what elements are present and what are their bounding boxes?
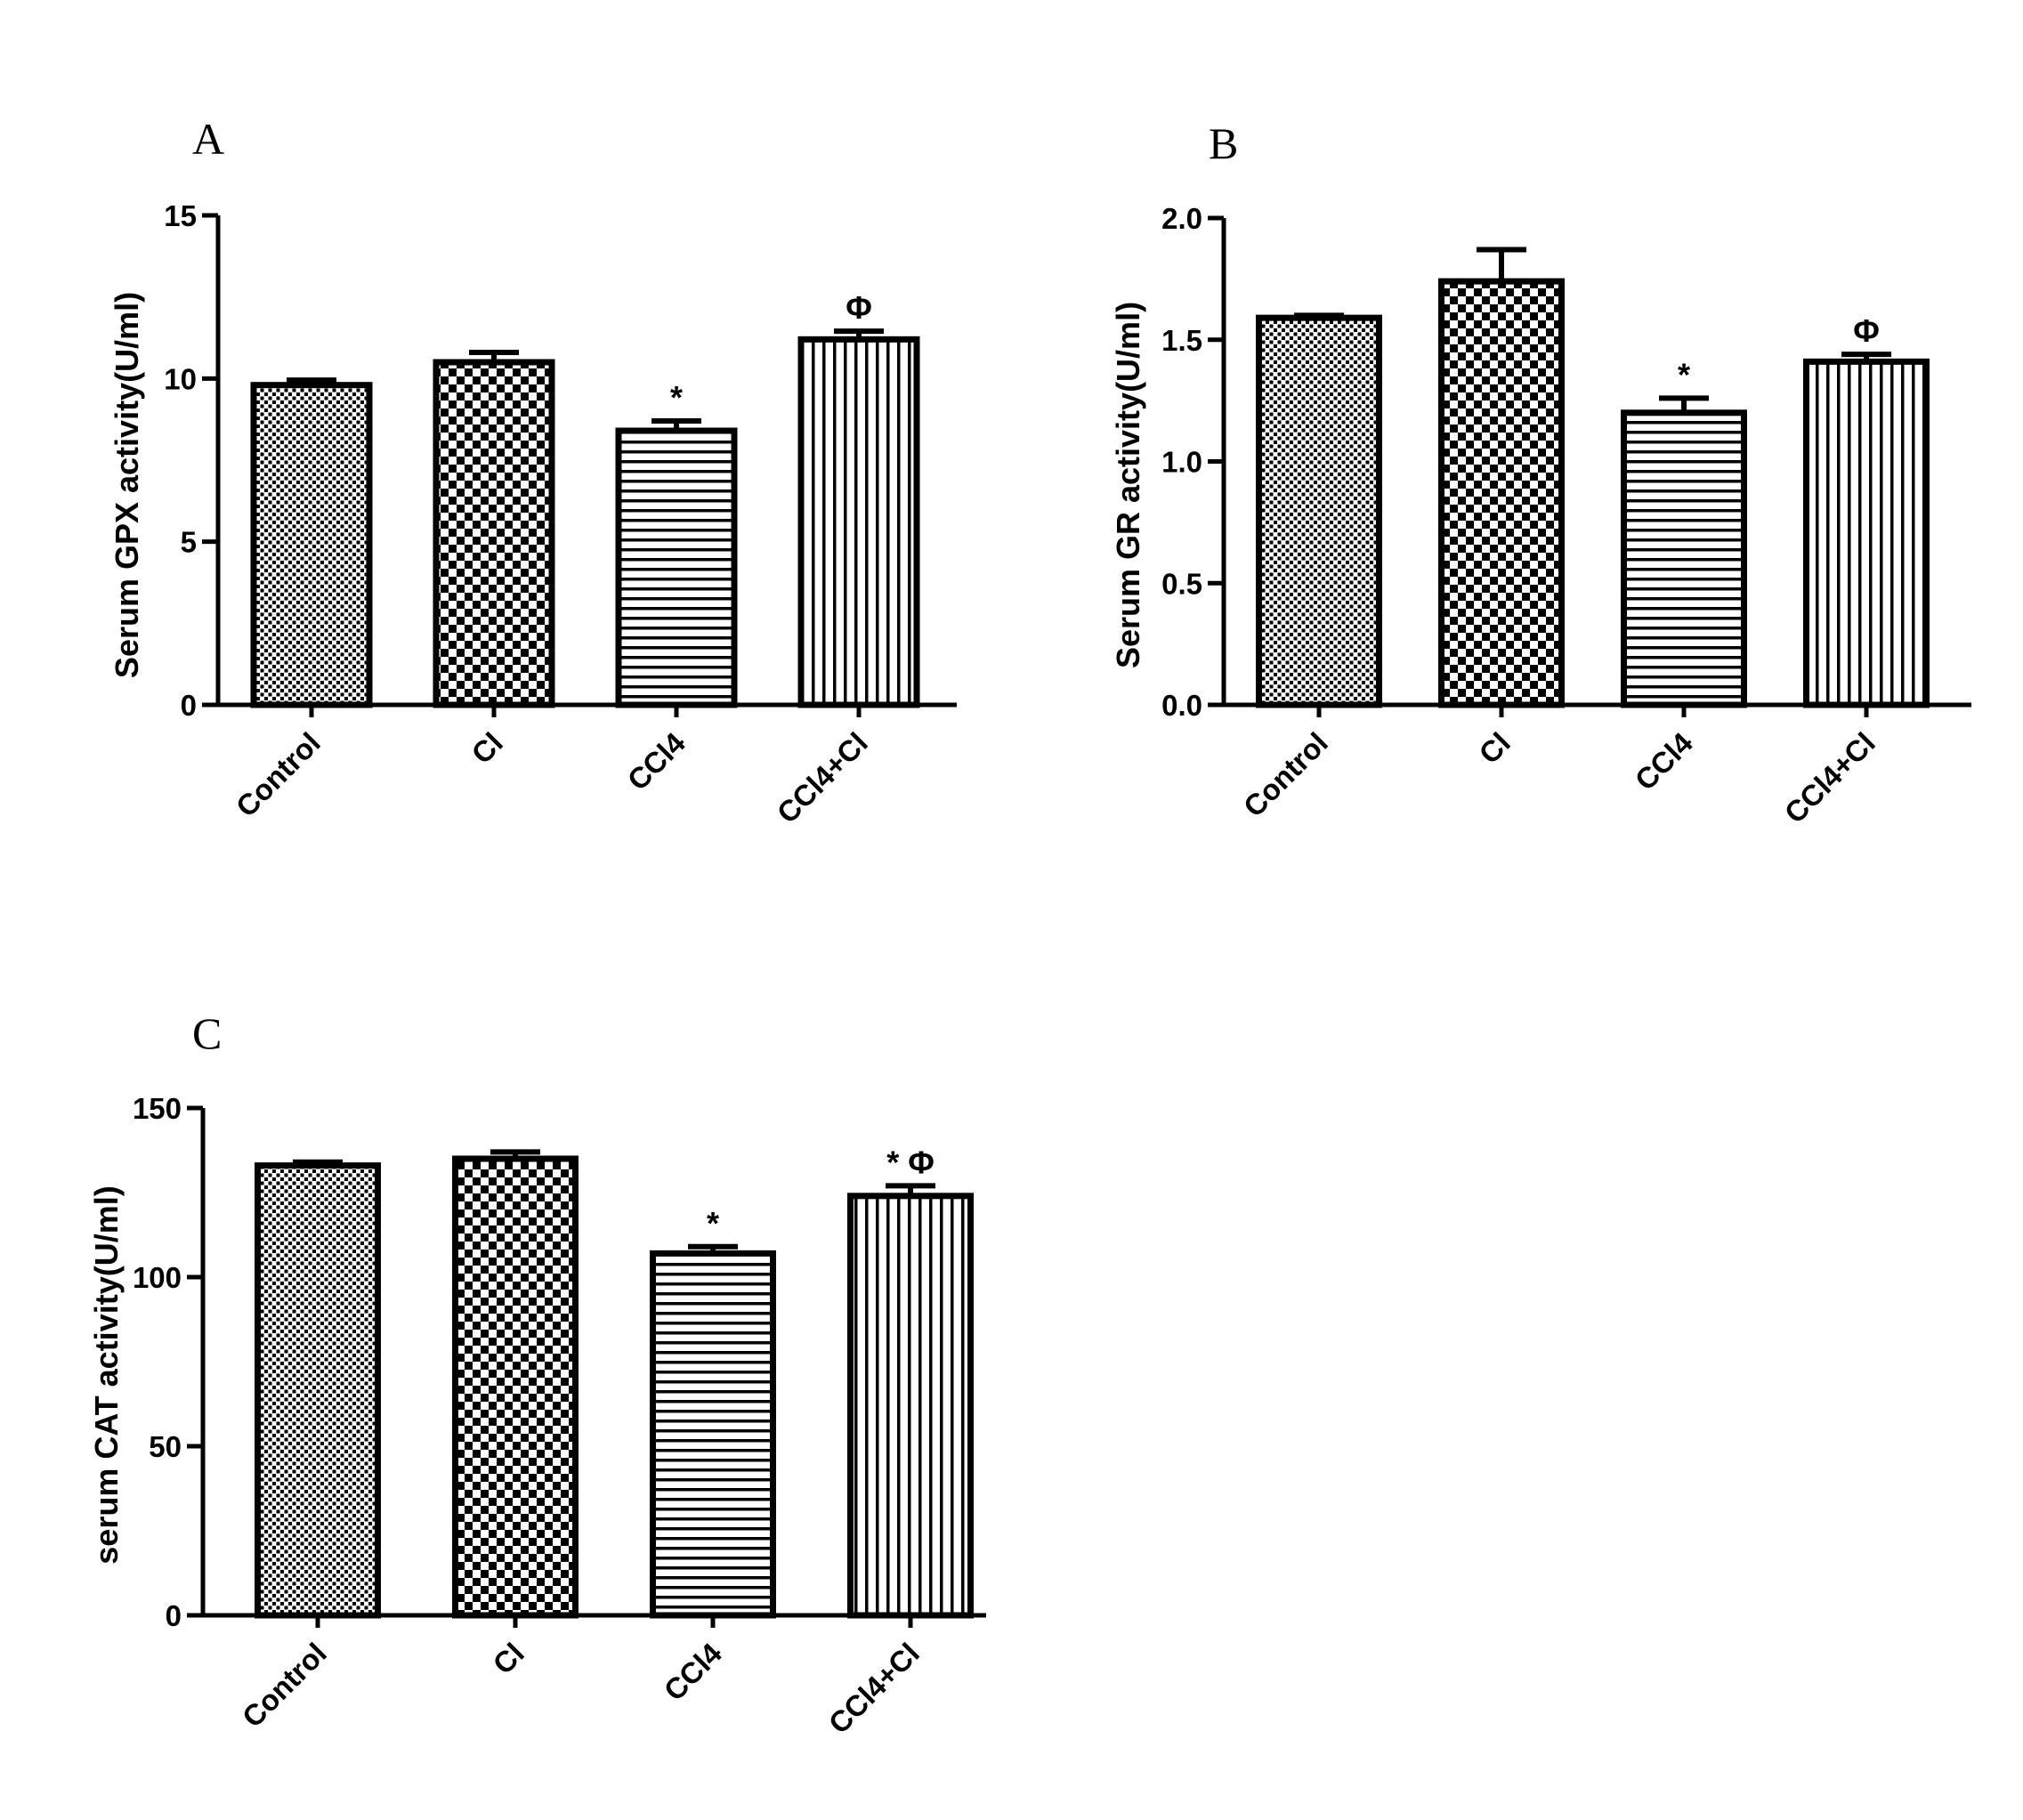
plot-area-a: Control Cl CCl4 * CCl4+Cl Φ 0 5 10 15: [164, 199, 957, 829]
y-tick-label: 50: [149, 1430, 182, 1463]
significance-marker: * Φ: [886, 1144, 935, 1180]
bar-ccl4: [1621, 409, 1747, 708]
x-tick-label: CCl4+Cl: [822, 1637, 926, 1740]
y-axis-label-a: Serum GPX activity(U/ml): [109, 292, 145, 678]
panel-letter-b: B: [1209, 118, 1238, 168]
y-axis-label-b: Serum GR activity(U/ml): [1110, 302, 1146, 668]
x-tick-label: Cl: [465, 726, 508, 770]
significance-marker: Φ: [1853, 312, 1880, 349]
significance-marker: *: [670, 379, 683, 416]
y-tick-label: 100: [133, 1261, 182, 1294]
y-tick-label: 0: [181, 689, 197, 722]
significance-marker: Φ: [846, 289, 872, 326]
significance-marker: *: [707, 1205, 719, 1242]
y-tick-label: 5: [181, 526, 197, 559]
y-tick-label: 0.5: [1161, 567, 1202, 600]
panel-b: B Serum GR activity(U/ml) Control Cl CCl4 *…: [1110, 118, 1971, 829]
bar-control: [250, 382, 373, 708]
plot-area-c: Control Cl CCl4 * CCl4+Cl * Φ 0 50 100 150: [133, 1092, 986, 1740]
bar-control: [255, 1162, 381, 1619]
x-tick-label: Control: [236, 1637, 333, 1734]
x-tick-label: CCl4: [621, 725, 692, 797]
bar-cl: [433, 359, 555, 708]
x-tick-label: Control: [1237, 726, 1334, 823]
y-tick-label: 10: [164, 362, 197, 395]
significance-marker: *: [1678, 356, 1690, 392]
x-tick-label: CCl4: [1629, 725, 1700, 797]
bar-ccl4-cl: [847, 1193, 974, 1619]
x-tick-label: CCl4+Cl: [1778, 726, 1881, 829]
panel-c: C serum CAT activity(U/ml) Control Cl CCl4…: [88, 1008, 986, 1740]
panel-a: A Serum GPX activity(U/ml) Control Cl CCl4…: [109, 114, 957, 829]
y-tick-label: 0: [166, 1599, 182, 1632]
y-tick-label: 2.0: [1161, 202, 1202, 235]
bar-control: [1256, 314, 1382, 708]
bar-ccl4-cl: [1803, 358, 1930, 708]
x-tick-label: CCl4: [658, 1636, 729, 1707]
x-tick-label: Cl: [1472, 726, 1516, 770]
bar-ccl4-cl: [797, 336, 920, 708]
plot-area-b: Control Cl CCl4 * CCl4+Cl Φ 0.0 0.5 1.0 1.5 2.0: [1161, 202, 1971, 829]
x-tick-label: Control: [230, 726, 327, 823]
y-tick-label: 150: [133, 1092, 182, 1125]
bar-ccl4: [650, 1250, 776, 1619]
y-tick-label: 1.5: [1161, 324, 1202, 357]
panel-letter-a: A: [192, 114, 224, 164]
y-tick-label: 0.0: [1161, 689, 1202, 722]
panel-letter-c: C: [192, 1008, 222, 1058]
bar-cl: [452, 1155, 579, 1619]
bar-ccl4: [615, 427, 738, 708]
y-tick-label: 1.0: [1161, 446, 1202, 479]
y-axis-label-c: serum CAT activity(U/ml): [88, 1185, 125, 1564]
x-tick-label: Cl: [486, 1637, 530, 1680]
bar-cl: [1438, 278, 1565, 708]
y-tick-label: 15: [164, 199, 197, 232]
x-tick-label: CCl4+Cl: [771, 726, 874, 829]
